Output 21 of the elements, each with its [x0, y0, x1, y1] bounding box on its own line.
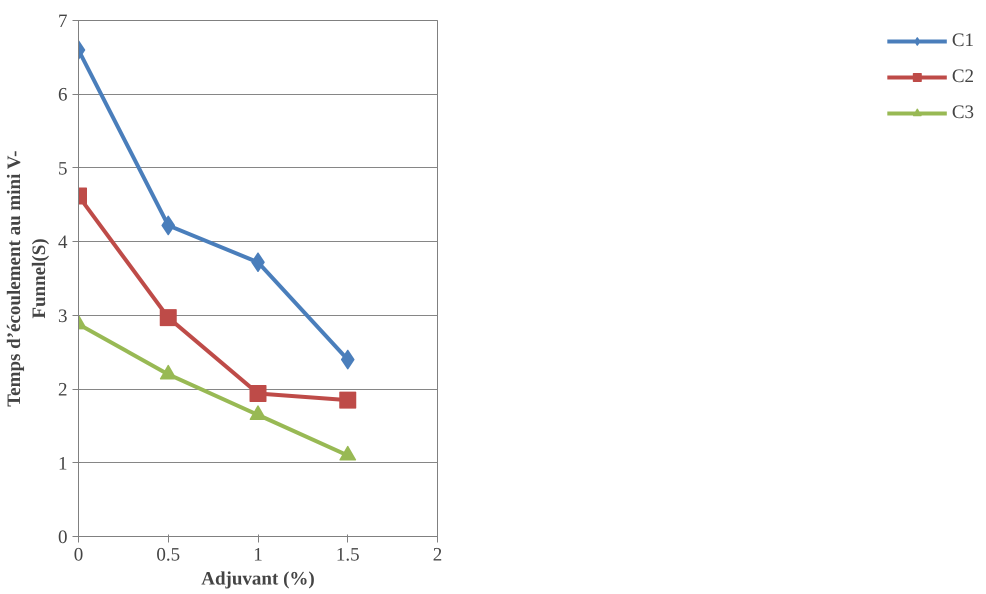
y-tick-label: 6	[58, 84, 68, 106]
y-tick-label: 4	[58, 232, 68, 254]
legend-label: C3	[952, 102, 974, 124]
y-tick-label: 1	[58, 453, 68, 474]
legend-label: C2	[952, 66, 974, 88]
y-tick-label: 7	[58, 11, 68, 32]
y-axis-title: Temps d’écoulement au mini V- Funnel(S)	[4, 150, 50, 407]
x-tick-label: 0	[74, 544, 84, 566]
y-tick-label: 0	[58, 527, 68, 548]
y-tick-label: 5	[58, 158, 68, 180]
y-tick-label: 2	[58, 380, 68, 401]
x-tick-label: 0.5	[156, 544, 180, 566]
x-axis-title: Adjuvant (%)	[201, 568, 315, 590]
x-tick-label: 2	[432, 544, 442, 566]
x-tick-label: 1.5	[336, 544, 360, 566]
x-tick-label: 1	[253, 544, 263, 566]
point	[250, 384, 266, 402]
y-tick-label: 3	[58, 306, 68, 327]
point	[339, 392, 356, 409]
legend-label: C1	[952, 30, 974, 52]
point	[340, 350, 355, 370]
